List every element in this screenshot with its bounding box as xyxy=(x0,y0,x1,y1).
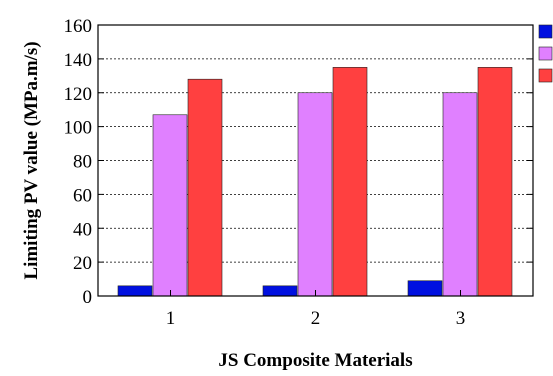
legend-swatch xyxy=(538,24,553,39)
bar xyxy=(332,67,368,297)
bar xyxy=(262,285,298,297)
y-axis-title: Limiting PV value (MPa.m/s) xyxy=(21,41,42,279)
bar xyxy=(117,285,153,297)
x-axis-title: JS Composite Materials xyxy=(218,350,412,371)
y-tick-label: 40 xyxy=(73,219,92,240)
legend-swatch xyxy=(538,68,553,83)
bar xyxy=(297,92,333,297)
x-tick-label: 1 xyxy=(166,308,176,329)
bar xyxy=(152,114,188,297)
y-axis-ticks: 0 20 40 60 80 100 120 140 160 xyxy=(64,16,533,308)
bar xyxy=(477,67,513,297)
y-tick-label: 60 xyxy=(73,185,92,206)
y-tick-label: 100 xyxy=(64,118,93,139)
y-tick-label: 0 xyxy=(83,287,93,308)
y-tick-label: 160 xyxy=(64,16,93,37)
y-tick-label: 140 xyxy=(64,50,93,71)
x-tick-label: 3 xyxy=(456,308,466,329)
bar xyxy=(407,280,443,297)
y-tick-label: 80 xyxy=(73,152,92,173)
legend xyxy=(538,24,553,83)
bar xyxy=(187,78,223,297)
y-tick-label: 120 xyxy=(64,84,93,105)
legend-swatch xyxy=(538,46,553,61)
bar xyxy=(442,92,478,297)
x-axis-ticks: 1 2 3 xyxy=(166,290,466,329)
x-tick-label: 2 xyxy=(311,308,321,329)
y-tick-label: 20 xyxy=(73,253,92,274)
bars-group xyxy=(117,67,513,297)
